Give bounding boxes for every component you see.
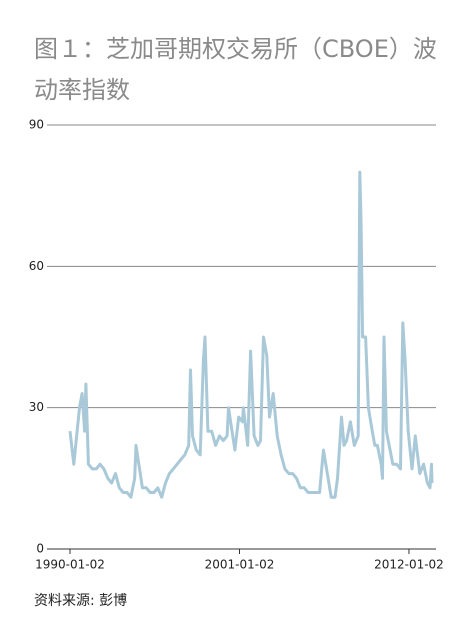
y-tick-label: 0: [36, 542, 44, 556]
y-tick-label: 90: [29, 118, 44, 132]
x-tick-label: 1990-01-02: [35, 558, 105, 572]
y-tick-label: 30: [29, 400, 44, 414]
y-tick-label: 60: [29, 259, 44, 273]
line: [68, 170, 434, 499]
chart-title-line2: 动率指数: [34, 76, 130, 104]
chart-title: 图１：芝加哥期权交易所（CBOE）波: [34, 35, 437, 63]
x-tick-label: 2001-01-02: [205, 558, 275, 572]
source: 资料来源: 彭博: [34, 592, 127, 609]
x-tick-label: 2012-01-02: [374, 558, 444, 572]
